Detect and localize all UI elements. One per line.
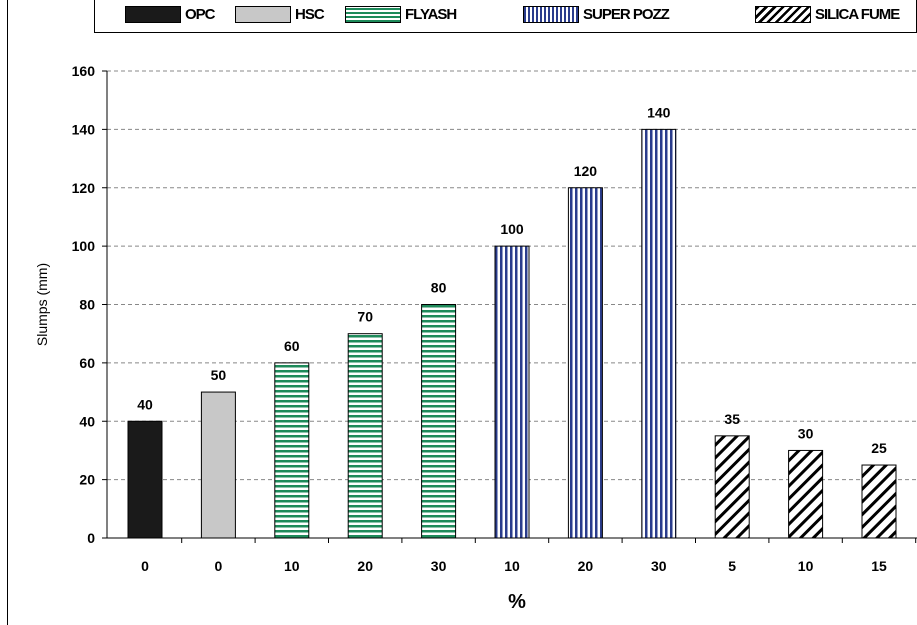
x-axis-title: % bbox=[508, 591, 526, 613]
bar-value-label: 70 bbox=[357, 309, 373, 325]
bar-flyash-30 bbox=[421, 304, 457, 539]
x-tick-label: 10 bbox=[504, 558, 520, 574]
x-tick-label: 10 bbox=[284, 558, 300, 574]
legend-item-flyash: FLYASH bbox=[345, 4, 457, 24]
legend-swatch bbox=[755, 5, 811, 23]
bar-hsc-0 bbox=[200, 391, 236, 539]
bar-value-label: 60 bbox=[284, 338, 300, 354]
bar-opc-0 bbox=[127, 420, 163, 539]
legend-item-silica-fume: SILICA FUME bbox=[755, 4, 900, 24]
legend: OPC HSC FLYASH SUPER POZZ SILICA FUME bbox=[94, 0, 917, 33]
bars bbox=[127, 128, 897, 539]
legend-swatch bbox=[125, 5, 181, 23]
legend-label: FLYASH bbox=[405, 5, 457, 23]
bar-silica-fume-10 bbox=[788, 449, 824, 539]
x-tick-label: 15 bbox=[871, 558, 887, 574]
bar-flyash-20 bbox=[347, 333, 383, 539]
y-tick-label: 60 bbox=[79, 355, 95, 371]
x-tick-label: 0 bbox=[215, 558, 223, 574]
legend-item-hsc: HSC bbox=[235, 4, 325, 24]
bar-value-label: 80 bbox=[431, 280, 447, 296]
legend-swatch bbox=[523, 5, 579, 23]
y-tick-label: 100 bbox=[72, 238, 96, 254]
legend-label: OPC bbox=[185, 5, 215, 23]
x-tick-label: 10 bbox=[798, 558, 814, 574]
x-tick-label: 20 bbox=[578, 558, 594, 574]
y-tick-label: 140 bbox=[72, 121, 96, 137]
legend-item-opc: OPC bbox=[125, 4, 215, 24]
bar-value-label: 40 bbox=[137, 396, 153, 412]
x-tick-label: 30 bbox=[651, 558, 667, 574]
y-tick-label: 0 bbox=[87, 530, 95, 546]
y-tick-label: 40 bbox=[79, 413, 95, 429]
legend-swatch bbox=[345, 5, 401, 23]
x-tick-label: 0 bbox=[141, 558, 149, 574]
bar-super-pozz-10 bbox=[494, 245, 530, 539]
legend-label: SUPER POZZ bbox=[583, 5, 670, 23]
y-axis-title: Slumps (mm) bbox=[34, 263, 50, 346]
bar-silica-fume-15 bbox=[861, 464, 897, 539]
bar-super-pozz-20 bbox=[567, 187, 603, 539]
chart-frame bbox=[7, 0, 917, 625]
bar-value-label: 30 bbox=[798, 425, 814, 441]
legend-label: HSC bbox=[295, 5, 325, 23]
bar-silica-fume-5 bbox=[714, 435, 750, 539]
legend-label: SILICA FUME bbox=[815, 5, 900, 23]
legend-swatch bbox=[235, 5, 291, 23]
y-tick-label: 120 bbox=[72, 180, 96, 196]
bar-super-pozz-30 bbox=[641, 128, 677, 539]
y-tick-label: 20 bbox=[79, 472, 95, 488]
x-tick-label: 20 bbox=[357, 558, 373, 574]
y-tick-label: 160 bbox=[72, 63, 96, 79]
y-tick-label: 80 bbox=[79, 297, 95, 313]
grid-lines bbox=[107, 70, 917, 481]
bar-flyash-10 bbox=[274, 362, 310, 539]
bar-value-label: 25 bbox=[871, 440, 887, 456]
bar-value-label: 140 bbox=[647, 104, 671, 120]
bar-value-label: 120 bbox=[574, 163, 598, 179]
x-tick-label: 30 bbox=[431, 558, 447, 574]
labels: 0 20 40 60 80 100 120 140 160 40 0 50 0 60 10 70 20 80 30 1… bbox=[34, 63, 887, 613]
legend-item-super-pozz: SUPER POZZ bbox=[523, 4, 670, 24]
bar-value-label: 35 bbox=[724, 411, 740, 427]
bar-value-label: 50 bbox=[211, 367, 227, 383]
x-tick-label: 5 bbox=[728, 558, 736, 574]
bar-value-label: 100 bbox=[500, 221, 524, 237]
